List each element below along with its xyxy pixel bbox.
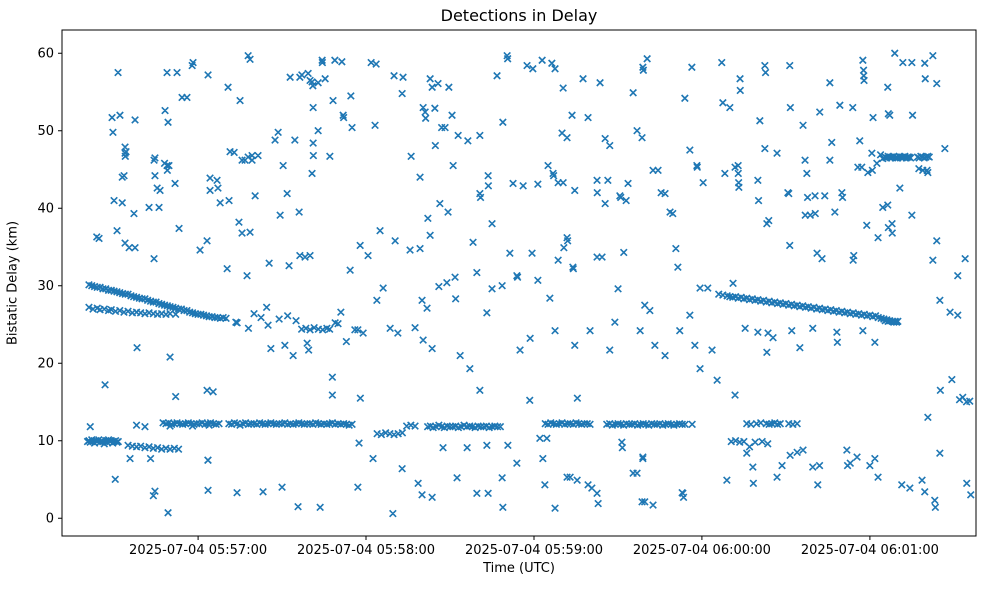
axis-tick-marks bbox=[58, 52, 871, 540]
y-tick-label: 30 bbox=[37, 279, 54, 294]
x-tick-label: 2025-07-04 05:58:00 bbox=[297, 543, 435, 558]
x-tick-labels: 2025-07-04 05:57:00 2025-07-04 05:58:00 20… bbox=[129, 543, 939, 558]
y-tick-label: 10 bbox=[37, 434, 54, 449]
x-tick-label: 2025-07-04 06:00:00 bbox=[633, 543, 771, 558]
chart-title: Detections in Delay bbox=[440, 6, 598, 25]
y-tick-label: 0 bbox=[46, 512, 54, 527]
y-tick-label: 50 bbox=[37, 124, 54, 139]
y-tick-labels: 0 10 20 30 40 50 60 bbox=[37, 47, 54, 527]
plot-frame bbox=[61, 29, 977, 537]
y-tick-label: 60 bbox=[37, 47, 54, 62]
x-axis-label: Time (UTC) bbox=[483, 561, 555, 576]
x-tick-label: 2025-07-04 05:59:00 bbox=[465, 543, 603, 558]
x-tick-label: 2025-07-04 06:01:00 bbox=[801, 543, 939, 558]
scatter-points bbox=[83, 49, 975, 518]
x-tick-label: 2025-07-04 05:57:00 bbox=[129, 543, 267, 558]
y-tick-label: 20 bbox=[37, 357, 54, 372]
y-tick-label: 40 bbox=[37, 202, 54, 217]
